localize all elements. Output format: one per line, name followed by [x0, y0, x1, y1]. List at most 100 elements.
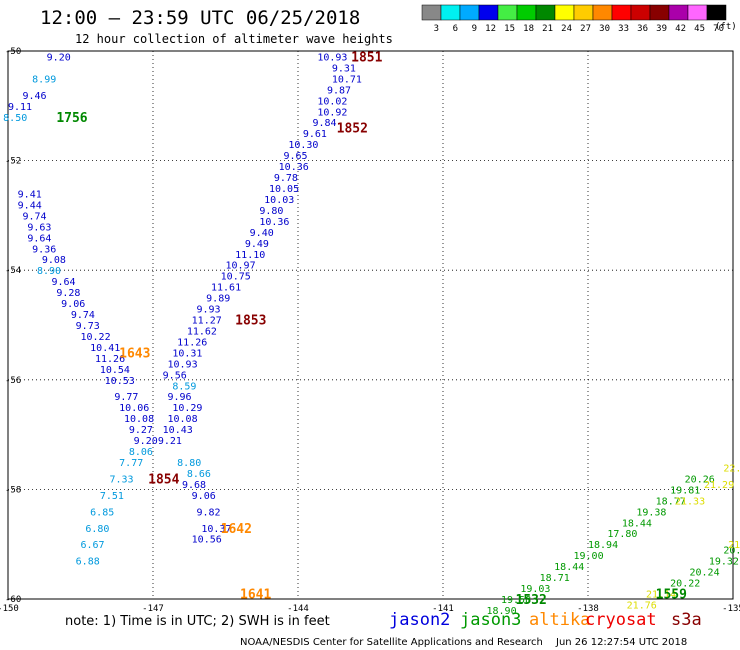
- color-scale-label: 33: [618, 24, 629, 34]
- color-scale-swatch: [573, 4, 594, 21]
- y-tick-label: -50: [5, 47, 21, 57]
- x-tick-label: -135: [722, 604, 740, 614]
- swh-data-label: 9.36: [32, 244, 56, 255]
- color-scale-swatch: [421, 4, 442, 21]
- swh-data-label: 9.06: [192, 491, 216, 502]
- credit-line: NOAA/NESDIS Center for Satellite Applica…: [240, 637, 543, 648]
- timestamp: Jun 26 12:27:54 UTC 2018: [555, 637, 687, 648]
- swh-data-label: 10.75: [221, 272, 251, 283]
- color-scale-swatch: [554, 4, 575, 21]
- swh-data-label: 9.96: [168, 392, 192, 403]
- swh-data-label: 10.54: [100, 365, 130, 376]
- swh-data-label: 10.03: [264, 195, 294, 206]
- color-scale-label: 36: [637, 24, 648, 34]
- swh-data-label: 11.10: [235, 250, 265, 261]
- swh-data-label: 6.80: [85, 524, 109, 535]
- swh-data-label: 10.36: [259, 217, 289, 228]
- color-scale-legend: 3 6 9 12 15 18 21 24 27 30 33 36 39 42 45 70: [421, 4, 727, 34]
- swh-data-label: 9.64: [52, 277, 76, 288]
- swh-data-label: 9.28: [56, 288, 80, 299]
- swh-data-label: 20.22: [670, 579, 700, 590]
- swh-data-label: 10.06: [119, 403, 149, 414]
- swh-data-label: 18.77: [656, 496, 686, 507]
- swh-data-label: 11.61: [211, 283, 241, 294]
- swh-data-label: 10.93: [317, 52, 347, 63]
- swh-data-label: 9.08: [42, 255, 66, 266]
- swh-data-label: 9.56: [163, 370, 187, 381]
- swh-data-label: 9.40: [250, 228, 274, 239]
- swh-data-label: 9.49: [245, 239, 269, 250]
- swh-data-label: 9.65: [284, 151, 308, 162]
- color-scale-swatch: [668, 4, 689, 21]
- y-tick-label: -54: [5, 266, 21, 276]
- swh-data-label: 19.81: [670, 485, 700, 496]
- color-scale-swatch: [706, 4, 727, 21]
- swh-data-label: 9.21: [158, 436, 182, 447]
- swh-data-label: 10.02: [317, 96, 347, 107]
- swh-data-label: 10.93: [168, 359, 198, 370]
- color-scale-label: 21: [542, 24, 553, 34]
- swh-data-label: 10.71: [332, 74, 362, 85]
- x-tick-label: -141: [432, 604, 454, 614]
- color-scale-swatch: [611, 4, 632, 21]
- color-scale-label: 30: [599, 24, 610, 34]
- swh-data-label: 9.80: [259, 206, 283, 217]
- swh-data-label: 18.71: [540, 573, 570, 584]
- swh-data-label: 18.44: [622, 518, 652, 529]
- swh-data-label: 9.73: [76, 321, 100, 332]
- units-note: note: 1) Time is in UTC; 2) SWH is in fe…: [65, 614, 330, 629]
- data-points: 10.939.3110.719.8710.0210.929.849.6110.3…: [3, 52, 740, 616]
- swh-data-label: 9.11: [8, 102, 32, 113]
- color-scale-label: 6: [453, 24, 458, 34]
- swh-data-label: 9.46: [23, 91, 47, 102]
- swh-data-label: 9.74: [71, 310, 95, 321]
- swh-data-label: 20.26: [685, 474, 715, 485]
- swh-data-label: 11.27: [192, 316, 222, 327]
- swh-data-label: 19.03: [520, 584, 550, 595]
- swh-data-label: 9.74: [23, 211, 47, 222]
- pass-time-label: 1852: [337, 122, 368, 137]
- swh-data-label: 10.08: [124, 414, 154, 425]
- color-scale-label: 70: [713, 24, 724, 34]
- swh-data-label: 6.88: [76, 557, 100, 568]
- x-tick-label: -147: [142, 604, 164, 614]
- swh-data-label: 9.41: [18, 189, 42, 200]
- swh-data-label: 9.89: [206, 294, 230, 305]
- color-scale-label: 24: [561, 24, 572, 34]
- swh-data-label: 20.24: [690, 568, 720, 579]
- swh-data-label: 17.80: [607, 529, 637, 540]
- y-tick-label: -56: [5, 376, 21, 386]
- swh-data-label: 8.50: [3, 113, 27, 124]
- color-scale-unit: (ft): [715, 22, 737, 32]
- swh-data-label: 10.05: [269, 184, 299, 195]
- color-scale-label: 15: [504, 24, 515, 34]
- swh-data-label: 6.85: [90, 507, 114, 518]
- swh-data-label: 9.82: [197, 507, 221, 518]
- pass-time-label: 1756: [56, 111, 87, 126]
- swh-data-label: 10.37: [201, 524, 231, 535]
- color-scale-swatch: [649, 4, 670, 21]
- swh-data-label: 10.36: [279, 162, 309, 173]
- swh-data-label: 11.26: [177, 337, 207, 348]
- pass-time-label: 1532: [516, 593, 547, 608]
- swh-data-label: 8.66: [187, 469, 211, 480]
- swh-data-label: 18.94: [588, 540, 618, 551]
- color-scale-swatch: [478, 4, 499, 21]
- swh-data-label: 9.78: [274, 173, 298, 184]
- swh-data-label: 21.76: [627, 600, 657, 611]
- swh-data-label: 19.00: [574, 551, 604, 562]
- plot-frame: [7, 50, 734, 600]
- swh-data-label: 9.64: [27, 233, 51, 244]
- color-scale-label: 3: [434, 24, 439, 34]
- swh-data-label: 19.32: [709, 557, 739, 568]
- swh-data-label: 9.77: [114, 392, 138, 403]
- swh-data-label: 10.29: [172, 403, 202, 414]
- swh-data-label: 9.68: [182, 480, 206, 491]
- x-tick-label: -144: [287, 604, 309, 614]
- swh-data-label: 10.41: [90, 343, 120, 354]
- swh-data-label: 7.77: [119, 458, 143, 469]
- swh-data-label: 21.29: [704, 480, 734, 491]
- color-scale-label: 18: [523, 24, 534, 34]
- swh-data-label: 21.12: [728, 540, 740, 551]
